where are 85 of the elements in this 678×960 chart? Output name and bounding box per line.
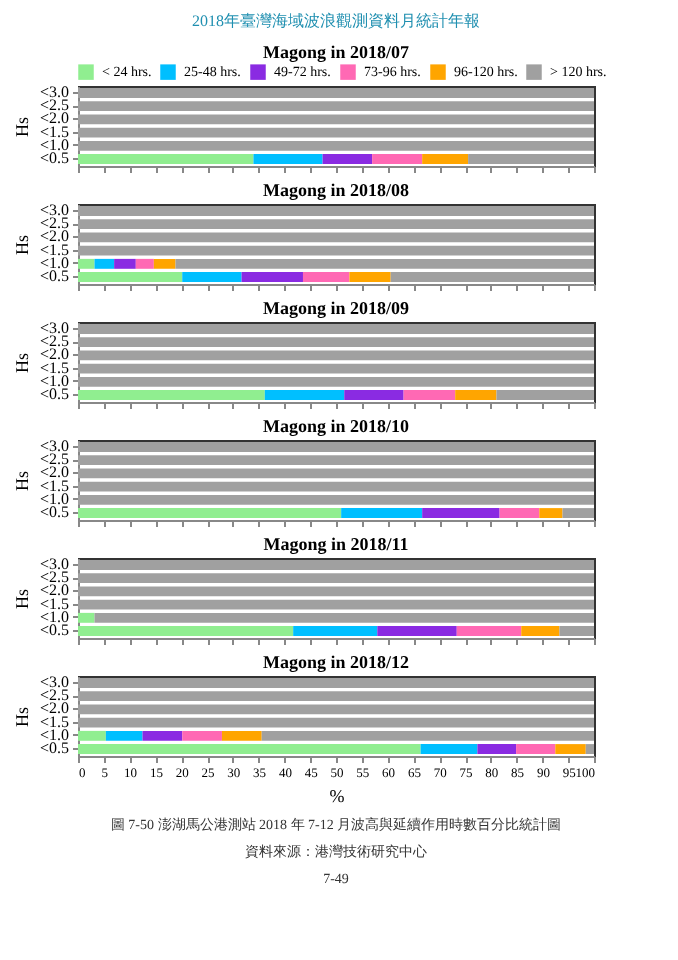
bar bbox=[78, 154, 254, 165]
chart-title: Magong in 2018/09 bbox=[262, 297, 410, 318]
y-tick-label: <1.0 bbox=[39, 489, 69, 508]
y-tick-label: <1.5 bbox=[39, 476, 69, 495]
bar bbox=[422, 154, 469, 165]
y-tick-label: <3.0 bbox=[39, 82, 69, 101]
bar bbox=[422, 508, 500, 519]
bar bbox=[521, 626, 560, 637]
bar bbox=[142, 730, 183, 741]
bar bbox=[555, 744, 586, 755]
y-tick-label: <1.0 bbox=[39, 135, 69, 154]
y-tick-label: <3.0 bbox=[39, 318, 69, 337]
bar bbox=[420, 744, 478, 755]
y-tick-label: <0.5 bbox=[39, 503, 69, 522]
chart-title: Magong in 2018/11 bbox=[263, 533, 410, 554]
y-tick-label: <1.0 bbox=[39, 725, 69, 744]
chart-title: Magong in 2018/12 bbox=[262, 651, 410, 672]
y-axis-title: Hs bbox=[11, 588, 32, 610]
bar bbox=[372, 154, 423, 165]
y-axis-title: Hs bbox=[11, 234, 32, 256]
x-axis-title: % bbox=[329, 786, 346, 806]
y-tick-label: <2.5 bbox=[39, 450, 69, 469]
y-tick-label: <2.5 bbox=[39, 332, 69, 351]
y-tick-label: <2.5 bbox=[39, 686, 69, 705]
y-tick-label: <3.0 bbox=[39, 200, 69, 219]
y-tick-label: <0.5 bbox=[39, 385, 69, 404]
y-tick-label: <2.0 bbox=[39, 581, 69, 600]
bar bbox=[253, 154, 323, 165]
y-tick-label: <3.0 bbox=[39, 554, 69, 573]
y-tick-label: <2.5 bbox=[39, 214, 69, 233]
y-tick-label: <2.0 bbox=[39, 345, 69, 364]
bar bbox=[341, 508, 423, 519]
text: 2018年臺灣海域波浪觀測資料月統計年報 bbox=[192, 12, 480, 30]
y-tick-label: <2.5 bbox=[39, 96, 69, 115]
y-tick-label: <0.5 bbox=[39, 621, 69, 640]
y-tick-label: <1.5 bbox=[39, 712, 69, 731]
y-axis-title: Hs bbox=[11, 470, 32, 492]
bar bbox=[322, 154, 373, 165]
bar bbox=[499, 508, 540, 519]
bar bbox=[264, 390, 345, 401]
bar bbox=[114, 258, 136, 269]
y-tick-label: <2.0 bbox=[39, 463, 69, 482]
y-tick-label: <2.5 bbox=[39, 568, 69, 587]
bar bbox=[377, 626, 457, 637]
bar bbox=[105, 730, 143, 741]
bar bbox=[221, 730, 262, 741]
y-tick-label: <1.0 bbox=[39, 253, 69, 272]
chart-title: Magong in 2018/07 bbox=[262, 42, 410, 62]
bar bbox=[456, 626, 522, 637]
y-tick-label: <3.0 bbox=[39, 436, 69, 455]
y-tick-label: <1.5 bbox=[39, 122, 69, 141]
bar bbox=[78, 508, 342, 519]
bar bbox=[539, 508, 563, 519]
y-tick-label: <0.5 bbox=[39, 739, 69, 758]
y-tick-label: <2.0 bbox=[39, 109, 69, 128]
bar bbox=[153, 258, 176, 269]
bar bbox=[182, 730, 222, 741]
bar bbox=[349, 272, 391, 283]
bar bbox=[94, 258, 115, 269]
y-tick-label: <1.5 bbox=[39, 594, 69, 613]
y-tick-label: <1.0 bbox=[39, 607, 69, 626]
bar bbox=[241, 272, 303, 283]
y-tick-label: <0.5 bbox=[39, 149, 69, 168]
bar bbox=[302, 272, 350, 283]
chart-title: Magong in 2018/08 bbox=[262, 179, 410, 200]
bar bbox=[516, 744, 556, 755]
chart-title: Magong in 2018/10 bbox=[262, 415, 410, 436]
y-axis-title: Hs bbox=[11, 352, 32, 374]
y-tick-label: <3.0 bbox=[39, 672, 69, 691]
y-axis-title: Hs bbox=[11, 706, 32, 728]
y-tick-label: <1.0 bbox=[39, 371, 69, 390]
y-tick-label: <0.5 bbox=[39, 267, 69, 286]
y-tick-label: <2.0 bbox=[39, 699, 69, 718]
bar bbox=[455, 390, 497, 401]
y-tick-label: <1.5 bbox=[39, 358, 69, 377]
bar bbox=[344, 390, 404, 401]
bar bbox=[403, 390, 456, 401]
y-tick-label: <1.5 bbox=[39, 240, 69, 259]
bar bbox=[182, 272, 242, 283]
bar bbox=[477, 744, 517, 755]
bar bbox=[78, 390, 265, 401]
bar bbox=[293, 626, 378, 637]
y-tick-label: <2.0 bbox=[39, 227, 69, 246]
bar bbox=[135, 258, 154, 269]
y-axis-title: Hs bbox=[11, 116, 32, 138]
